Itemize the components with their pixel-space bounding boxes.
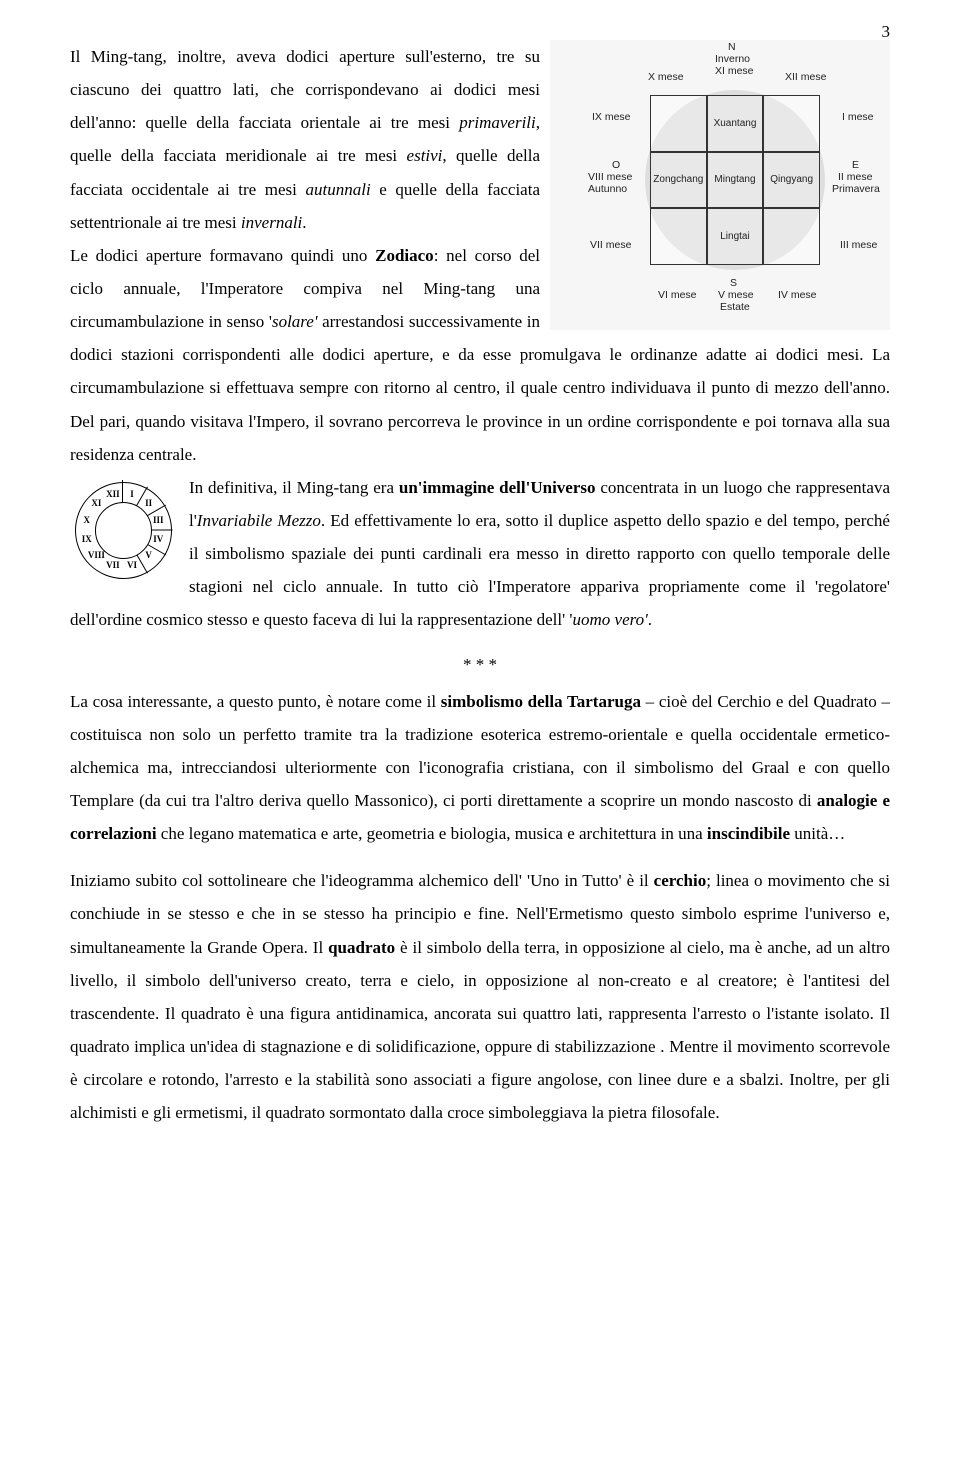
- diagram-label: II mese: [838, 172, 872, 184]
- diagram-label: Autunno: [588, 184, 627, 196]
- diagram-label: VIII mese: [588, 172, 632, 184]
- text: è il simbolo della terra, in opposizione…: [70, 938, 890, 1123]
- text-bold: cerchio: [654, 871, 707, 890]
- grid-cell: Qingyang: [763, 152, 820, 209]
- grid-cell: [650, 95, 707, 152]
- clock-numeral: VII: [106, 560, 120, 570]
- clock-numeral: IX: [82, 534, 92, 544]
- diagram-label: VII mese: [590, 240, 631, 252]
- clock-numeral: IV: [153, 534, 163, 544]
- text-italic: invernali: [241, 213, 302, 232]
- zodiac-clock-diagram: IIIIIIIVVVIVIIVIIIIXXXIXII: [70, 477, 175, 582]
- text-italic: solare': [272, 312, 318, 331]
- text-bold: Zodiaco: [375, 246, 434, 265]
- diagram-label: Estate: [720, 302, 750, 314]
- diagram-label: Inverno: [715, 54, 750, 66]
- clock-numeral: X: [84, 515, 91, 525]
- diagram-label-n: N: [728, 42, 736, 54]
- mingtang-diagram: Xuantang Zongchang Mingtang Qingyang Lin…: [550, 40, 890, 330]
- text: .: [648, 610, 652, 629]
- grid-cell: Mingtang: [707, 152, 764, 209]
- clock-numeral: I: [130, 489, 134, 499]
- diagram-label: XI mese: [715, 66, 754, 78]
- diagram-label: Primavera: [832, 184, 880, 196]
- text: Le dodici aperture formavano quindi uno: [70, 246, 375, 265]
- clock-numeral: VI: [127, 560, 137, 570]
- clock-numeral: V: [145, 550, 152, 560]
- paragraph-4: La cosa interessante, a questo punto, è …: [70, 685, 890, 851]
- grid-cell: Xuantang: [707, 95, 764, 152]
- diagram-label: XII mese: [785, 72, 826, 84]
- text: che legano matematica e arte, geometria …: [157, 824, 707, 843]
- text-italic: estivi: [407, 146, 443, 165]
- paragraph-3: In definitiva, il Ming-tang era un'immag…: [70, 471, 890, 637]
- grid-cell: [763, 208, 820, 265]
- diagram-label-s: S: [730, 278, 737, 290]
- clock-numeral: XI: [91, 498, 101, 508]
- diagram-label: IX mese: [592, 112, 631, 124]
- text: La cosa interessante, a questo punto, è …: [70, 692, 441, 711]
- clock-numeral: II: [145, 498, 152, 508]
- clock-numeral: III: [153, 515, 164, 525]
- text: .: [302, 213, 306, 232]
- diagram-label: I mese: [842, 112, 874, 124]
- diagram-label: E: [852, 160, 859, 172]
- text-italic: primaverili: [459, 113, 536, 132]
- grid-cell: [763, 95, 820, 152]
- text-italic: uomo vero': [573, 610, 648, 629]
- diagram-label: V mese: [718, 290, 754, 302]
- page-number: 3: [882, 22, 891, 42]
- clock-numeral: XII: [106, 489, 120, 499]
- separator: * * *: [70, 655, 890, 675]
- text-bold: un'immagine dell'Universo: [399, 478, 596, 497]
- text: arrestandosi successivamente in dodici s…: [70, 312, 890, 464]
- diagram-label: O: [612, 160, 620, 172]
- page: 3 Xuantang Zongchang Mingtang Qingyang L…: [0, 0, 960, 1459]
- text-bold: inscindibile: [707, 824, 790, 843]
- diagram-label: VI mese: [658, 290, 697, 302]
- text-bold: quadrato: [328, 938, 395, 957]
- diagram-label: IV mese: [778, 290, 817, 302]
- paragraph-5: Iniziamo subito col sottolineare che l'i…: [70, 864, 890, 1129]
- text-bold: simbolismo della Tartaruga: [441, 692, 641, 711]
- text-italic: autunnali: [306, 180, 371, 199]
- grid-cell: [650, 208, 707, 265]
- grid-cell: Zongchang: [650, 152, 707, 209]
- diagram-grid: Xuantang Zongchang Mingtang Qingyang Lin…: [650, 95, 820, 265]
- text: unità…: [790, 824, 845, 843]
- diagram-label: III mese: [840, 240, 877, 252]
- text: Iniziamo subito col sottolineare che l'i…: [70, 871, 654, 890]
- text-italic: Invariabile Mezzo: [197, 511, 321, 530]
- diagram-label: X mese: [648, 72, 684, 84]
- text: In definitiva, il Ming-tang era: [189, 478, 399, 497]
- grid-cell: Lingtai: [707, 208, 764, 265]
- clock-numeral: VIII: [88, 550, 105, 560]
